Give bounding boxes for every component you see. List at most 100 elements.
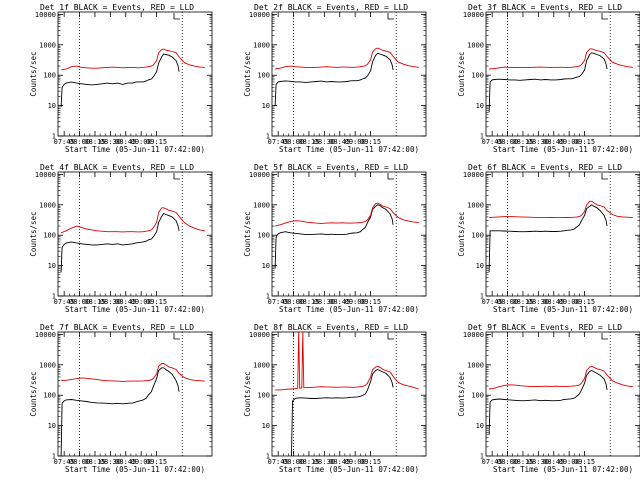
x-tick-label: 09:15 (574, 298, 595, 306)
x-tick-label: 09:00 (559, 298, 580, 306)
y-axis-label: Counts/sec (457, 211, 466, 256)
y-axis-label: Counts/sec (457, 51, 466, 96)
lld-series-line (275, 332, 419, 391)
plot-frame (271, 171, 427, 297)
x-tick-label: 07:45 (54, 298, 75, 306)
x-tick-label: 09:15 (360, 138, 381, 146)
x-tick-label: 07:45 (54, 458, 75, 466)
panel-4: Det 4f BLACK = Events, RED = LLD 1 10 100 10… (29, 163, 213, 314)
x-tick-label: 07:45 (268, 458, 289, 466)
y-tick-label: 10 (48, 422, 56, 430)
x-tick-label: 08:45 (115, 138, 136, 146)
y-tick-label: 100 (471, 232, 484, 240)
x-tick-label: 09:15 (360, 458, 381, 466)
y-tick-label: 100 (43, 232, 56, 240)
panel-title: Det 3f BLACK = Events, RED = LLD (468, 3, 622, 12)
x-axis-label: Start Time (05-Jun-11 07:42:00) (279, 145, 419, 154)
y-tick-label: 10 (48, 262, 56, 270)
corner-mark (387, 13, 394, 20)
panel-8: Det 8f BLACK = Events, RED = LLD 1 10 100 10… (243, 323, 427, 474)
lld-series-line (274, 202, 419, 227)
y-tick-label: 1 (266, 133, 270, 141)
y-tick-label: 10 (476, 262, 484, 270)
x-tick-label: 08:30 (528, 138, 549, 146)
panel-9: Det 9f BLACK = Events, RED = LLD 1 10 100 10… (457, 323, 640, 474)
y-tick-label: 1000 (253, 201, 270, 209)
events-series-line (488, 369, 608, 435)
x-tick-label: 08:30 (314, 458, 335, 466)
y-axis-label: Counts/sec (457, 371, 466, 416)
x-axis-label: Start Time (05-Jun-11 07:42:00) (279, 465, 419, 474)
x-tick-label: 09:15 (146, 138, 167, 146)
y-tick-label: 10000 (35, 11, 56, 19)
x-tick-label: 08:45 (329, 458, 350, 466)
x-tick-label: 08:45 (115, 458, 136, 466)
x-tick-label: 08:30 (528, 458, 549, 466)
corner-mark (387, 333, 394, 340)
x-tick-label: 08:15 (84, 298, 105, 306)
x-tick-label: 08:00 (69, 138, 90, 146)
y-tick-label: 10000 (249, 331, 270, 339)
lld-series-line (489, 200, 633, 219)
x-tick-label: 08:30 (100, 458, 121, 466)
x-tick-label: 09:15 (574, 458, 595, 466)
corner-mark (387, 173, 394, 180)
y-tick-label: 1000 (253, 41, 270, 49)
y-axis-label: Counts/sec (243, 371, 252, 416)
events-series-line (60, 212, 180, 273)
x-tick-label: 08:00 (69, 298, 90, 306)
x-tick-label: 09:15 (146, 298, 167, 306)
lld-series-line (489, 365, 633, 390)
x-tick-label: 07:45 (268, 138, 289, 146)
y-tick-label: 1 (266, 453, 270, 461)
x-tick-label: 09:00 (559, 138, 580, 146)
y-tick-label: 10000 (35, 171, 56, 179)
y-tick-label: 1000 (467, 201, 484, 209)
y-tick-label: 100 (257, 72, 270, 80)
y-tick-label: 1000 (467, 361, 484, 369)
x-tick-label: 07:45 (54, 138, 75, 146)
x-tick-label: 08:45 (329, 298, 350, 306)
panel-title: Det 2f BLACK = Events, RED = LLD (254, 3, 408, 12)
x-tick-label: 08:15 (298, 138, 319, 146)
corner-mark (173, 13, 180, 20)
corner-mark (601, 333, 608, 340)
x-tick-label: 08:15 (298, 458, 319, 466)
events-series-line (291, 368, 394, 456)
y-tick-label: 1000 (39, 361, 56, 369)
events-series-line (274, 52, 394, 106)
x-axis-label: Start Time (05-Jun-11 07:42:00) (493, 465, 633, 474)
y-tick-label: 10000 (463, 11, 484, 19)
corner-mark (173, 173, 180, 180)
events-series-line (60, 53, 180, 108)
y-tick-label: 10000 (463, 171, 484, 179)
x-tick-label: 09:00 (131, 298, 152, 306)
y-axis-label: Counts/sec (29, 51, 38, 96)
x-tick-label: 08:00 (497, 298, 518, 306)
y-tick-label: 1 (52, 453, 56, 461)
lld-series-line (61, 363, 205, 382)
plot-frame (57, 11, 213, 137)
panel-title: Det 5f BLACK = Events, RED = LLD (254, 163, 408, 172)
y-tick-label: 1 (52, 293, 56, 301)
y-tick-label: 10000 (249, 11, 270, 19)
y-tick-label: 10000 (249, 171, 270, 179)
x-tick-label: 09:00 (131, 458, 152, 466)
x-tick-label: 09:00 (345, 458, 366, 466)
y-tick-label: 100 (257, 392, 270, 400)
x-tick-label: 08:45 (543, 298, 564, 306)
events-series-line (488, 204, 608, 273)
plot-frame (485, 171, 640, 297)
y-tick-label: 1 (480, 133, 484, 141)
panel-7: Det 7f BLACK = Events, RED = LLD 1 10 100 10… (29, 323, 213, 474)
panel-3: Det 3f BLACK = Events, RED = LLD 1 10 100 10… (457, 3, 640, 154)
y-tick-label: 1000 (253, 361, 270, 369)
y-tick-label: 100 (471, 392, 484, 400)
plot-frame (271, 331, 427, 457)
x-tick-label: 08:45 (543, 138, 564, 146)
y-tick-label: 10 (262, 262, 270, 270)
plot-frame (485, 11, 640, 137)
x-axis-label: Start Time (05-Jun-11 07:42:00) (65, 145, 205, 154)
x-axis-label: Start Time (05-Jun-11 07:42:00) (279, 305, 419, 314)
x-tick-label: 09:00 (345, 298, 366, 306)
